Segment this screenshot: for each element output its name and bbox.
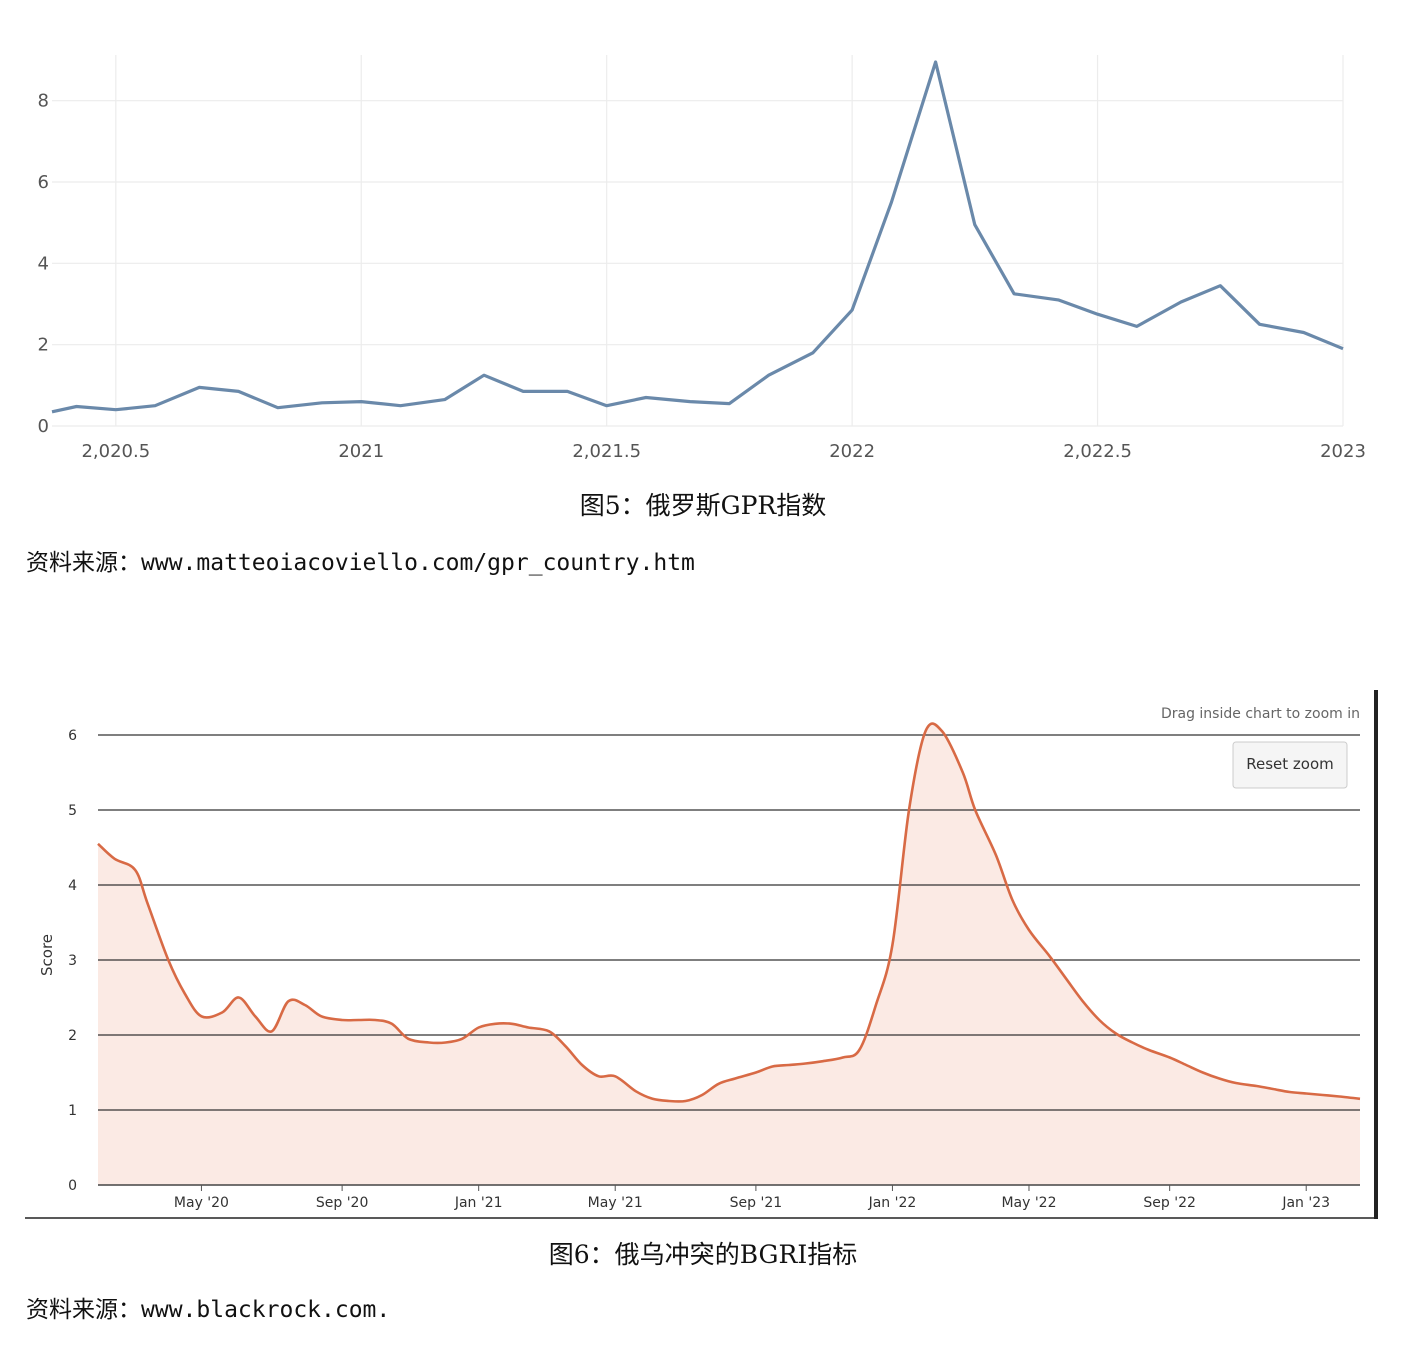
gpr-x-tick-label: 2,020.5 (81, 441, 150, 462)
bgri-area (98, 723, 1360, 1185)
bgri-y-tick-label: 3 (68, 953, 77, 969)
gpr-x-tick-label: 2023 (1320, 441, 1366, 462)
gpr-x-axis: 2,020.5 2021 2,021.5 2022 2,022.5 2023 (81, 441, 1365, 462)
bgri-y-tick-label: 6 (68, 728, 77, 744)
figure6-source-url[interactable]: www.blackrock.com. (141, 1297, 391, 1323)
reset-zoom-button-bg[interactable] (1232, 741, 1348, 789)
bgri-x-tick-label: Sep '20 (316, 1195, 369, 1211)
bgri-x-tick-label: Sep '21 (730, 1195, 783, 1211)
bgri-area-chart[interactable]: 0 1 2 3 4 5 6 May '20 Sep '20 Jan '21 May '21 Sep … (0, 685, 1406, 1225)
figure5-caption: 图5：俄罗斯GPR指数 (579, 491, 827, 520)
bgri-y-tick-label: 4 (68, 878, 77, 894)
bgri-series-line (97, 722, 1361, 1103)
gpr-y-tick-label: 8 (38, 91, 49, 112)
bgri-x-tick-label: May '21 (588, 1195, 643, 1211)
figure6-source-label: 资料来源： (26, 1297, 141, 1323)
bgri-y-tick-label: 5 (68, 803, 77, 819)
bgri-y-tick-label: 0 (68, 1178, 77, 1194)
bgri-y-tick-label: 1 (68, 1103, 77, 1119)
bgri-y-tick-label: 2 (68, 1028, 77, 1044)
zoom-hint: Drag inside chart to zoom in (1161, 706, 1360, 722)
gpr-grid (52, 55, 1344, 427)
gpr-x-tick-label: 2,021.5 (572, 441, 641, 462)
figure6-caption: 图6：俄乌冲突的BGRI指标 (548, 1240, 858, 1269)
bgri-x-tick-label: May '22 (1001, 1195, 1056, 1211)
gpr-y-tick-label: 2 (38, 335, 49, 356)
bgri-y-axis: 0 1 2 3 4 5 6 (68, 728, 77, 1194)
gpr-series-line (51, 60, 1344, 414)
gpr-y-axis: 0 2 4 6 8 (38, 91, 49, 437)
figure5-source-label: 资料来源： (26, 550, 141, 576)
bgri-grid (98, 734, 1360, 1186)
gpr-y-tick-label: 4 (38, 253, 49, 274)
gpr-series (51, 60, 1344, 414)
gpr-y-tick-label: 0 (38, 416, 49, 437)
bgri-series (97, 722, 1361, 1103)
bgri-x-tick-label: Jan '23 (1281, 1195, 1330, 1211)
gpr-x-tick-label: 2021 (338, 441, 384, 462)
bgri-x-tick-label: Sep '22 (1143, 1195, 1196, 1211)
figure5-source: 资料来源：www.matteoiacoviello.com/gpr_countr… (26, 543, 695, 577)
gpr-line-chart: 0 2 4 6 8 2,020.5 2021 2,021.5 2022 2,022.5 2023 (38, 55, 1366, 462)
gpr-y-tick-label: 6 (38, 172, 49, 193)
reset-zoom-button[interactable]: Reset zoom (1232, 741, 1348, 789)
figure5-source-url[interactable]: www.matteoiacoviello.com/gpr_country.htm (141, 550, 695, 576)
bgri-x-tick-label: Jan '22 (868, 1195, 917, 1211)
figure6-source: 资料来源：www.blackrock.com. (26, 1290, 390, 1324)
gpr-x-tick-label: 2,022.5 (1063, 441, 1132, 462)
reset-zoom-button-label[interactable]: Reset zoom (1246, 755, 1334, 773)
bgri-x-tick-label: Jan '21 (454, 1195, 503, 1211)
gpr-x-tick-label: 2022 (829, 441, 875, 462)
bgri-y-axis-title: Score (38, 934, 56, 976)
bgri-x-axis: May '20 Sep '20 Jan '21 May '21 Sep '21 Jan '… (174, 1185, 1330, 1211)
bgri-x-tick-label: May '20 (174, 1195, 229, 1211)
bgri-area-fill (98, 723, 1360, 1185)
